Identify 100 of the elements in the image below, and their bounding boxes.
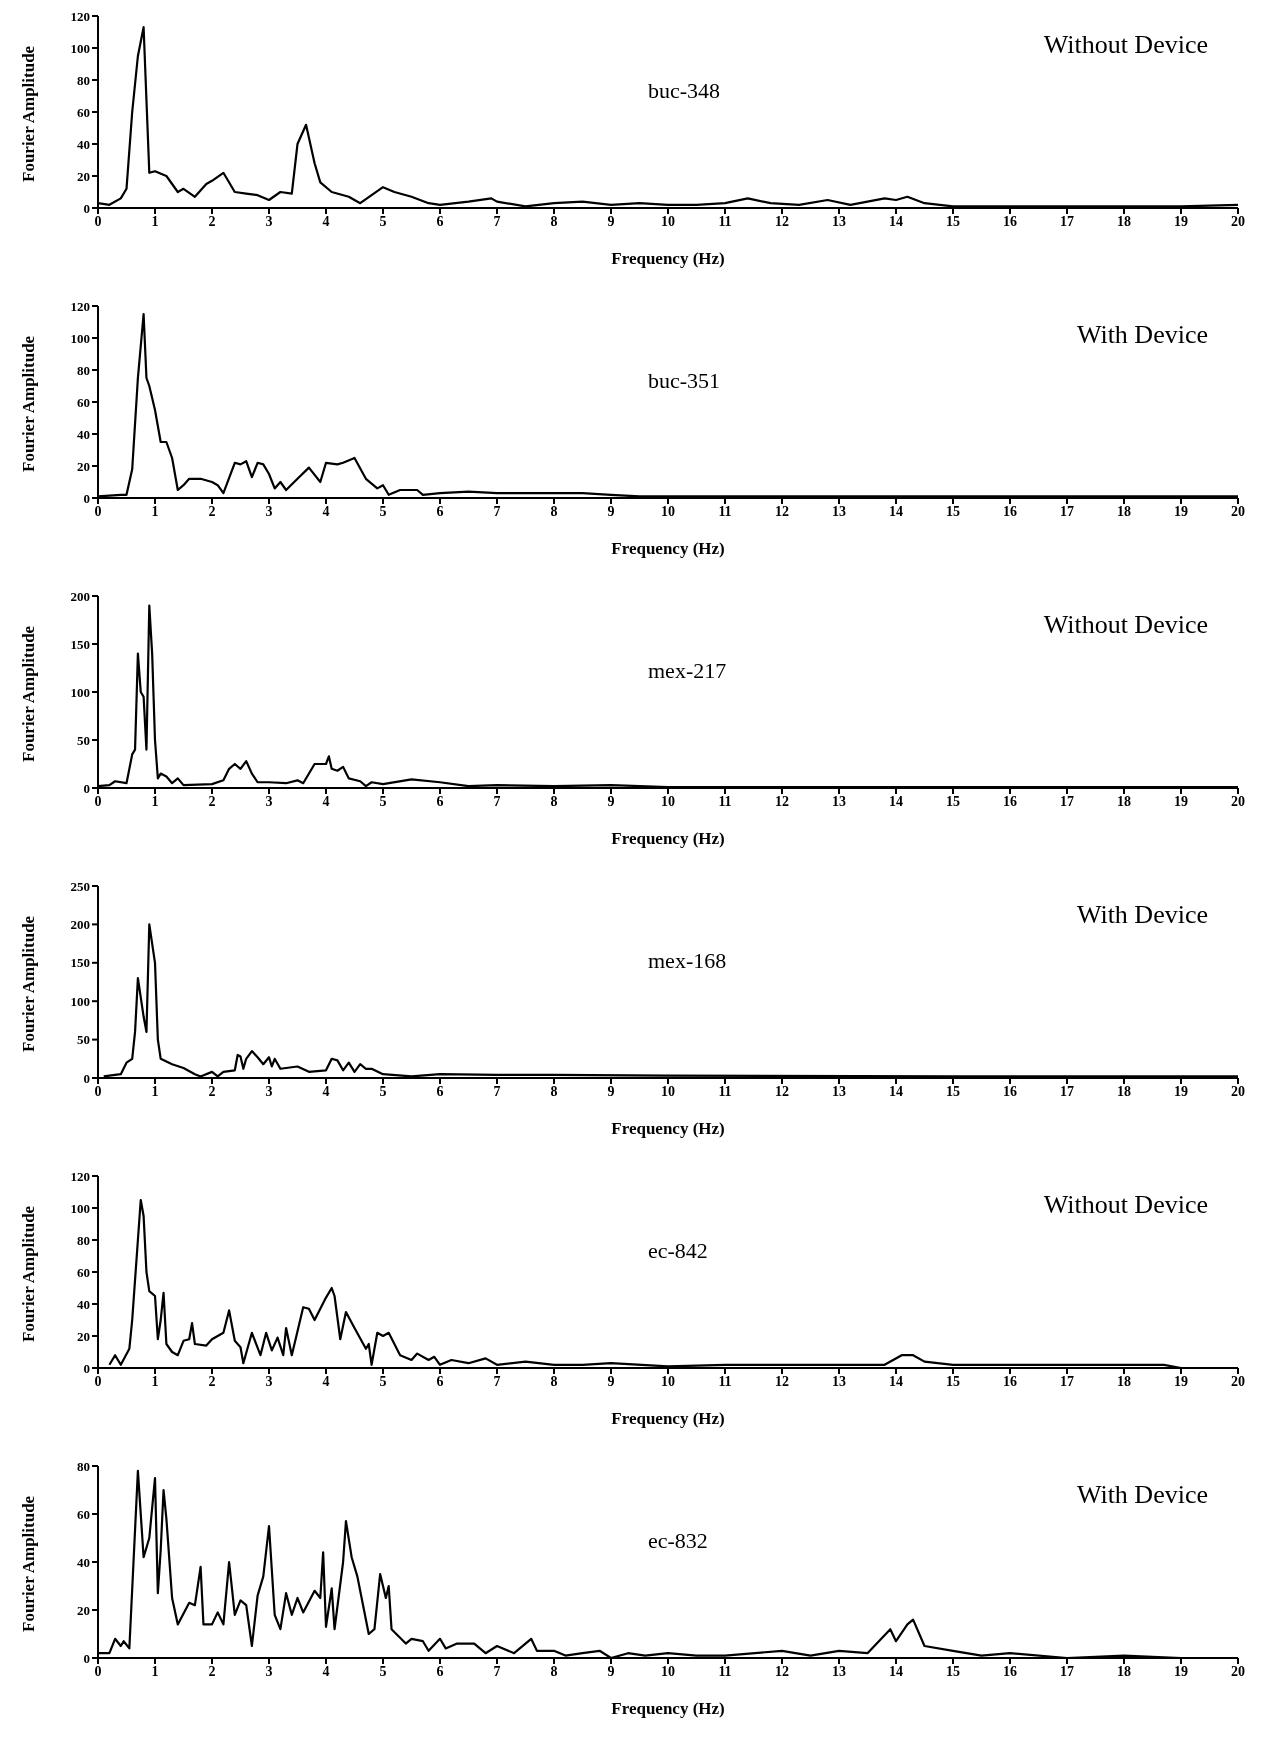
x-tick-label: 1 [151, 213, 159, 229]
x-tick-label: 14 [889, 503, 903, 519]
x-tick-label: 6 [436, 1373, 444, 1389]
x-tick-label: 3 [265, 503, 273, 519]
x-tick-label: 13 [832, 1083, 846, 1099]
x-axis-title: Frequency (Hz) [611, 1699, 725, 1718]
x-tick-label: 11 [718, 1083, 732, 1099]
x-tick-label: 7 [493, 793, 501, 809]
y-tick-label: 50 [77, 732, 90, 748]
x-tick-label: 1 [151, 1663, 159, 1679]
x-tick-label: 10 [661, 213, 675, 229]
x-tick-label: 14 [889, 213, 903, 229]
y-tick-label: 20 [77, 458, 90, 474]
x-tick-label: 6 [436, 213, 444, 229]
x-tick-label: 20 [1231, 1373, 1245, 1389]
x-tick-label: 11 [718, 1663, 732, 1679]
x-tick-label: 8 [550, 793, 558, 809]
annotation: ec-842 [648, 1238, 708, 1264]
x-tick-label: 2 [208, 213, 216, 229]
y-tick-label: 60 [77, 1506, 90, 1522]
x-tick-label: 19 [1174, 1373, 1188, 1389]
x-tick-label: 10 [661, 793, 675, 809]
x-tick-label: 16 [1003, 1663, 1017, 1679]
y-tick-label: 0 [83, 1650, 90, 1666]
x-axis-title: Frequency (Hz) [611, 829, 725, 848]
y-tick-label: 120 [70, 298, 90, 314]
x-axis-title: Frequency (Hz) [611, 1119, 725, 1138]
y-tick-label: 20 [77, 1328, 90, 1344]
x-tick-label: 16 [1003, 213, 1017, 229]
x-tick-label: 17 [1060, 503, 1074, 519]
x-tick-label: 6 [436, 503, 444, 519]
x-tick-label: 8 [550, 213, 558, 229]
x-tick-label: 9 [607, 213, 615, 229]
y-tick-label: 40 [77, 1296, 90, 1312]
y-tick-label: 150 [70, 955, 90, 971]
y-tick-label: 80 [77, 1232, 90, 1248]
x-tick-label: 2 [208, 793, 216, 809]
annotation: Without Device [1043, 1190, 1208, 1220]
y-tick-label: 100 [70, 1200, 90, 1216]
y-tick-label: 60 [77, 104, 90, 120]
x-tick-label: 10 [661, 1663, 675, 1679]
x-tick-label: 15 [946, 793, 960, 809]
x-tick-label: 2 [208, 503, 216, 519]
x-tick-label: 5 [379, 1373, 387, 1389]
x-tick-label: 5 [379, 213, 387, 229]
y-axis-title: Fourier Amplitude [19, 915, 39, 1052]
y-axis-title: Fourier Amplitude [19, 45, 39, 182]
x-tick-label: 3 [265, 1373, 273, 1389]
annotation: mex-168 [648, 948, 727, 974]
x-tick-label: 0 [94, 793, 102, 809]
annotation: buc-351 [648, 368, 721, 394]
x-axis-title: Frequency (Hz) [611, 539, 725, 558]
x-tick-label: 14 [889, 1373, 903, 1389]
x-tick-label: 15 [946, 1083, 960, 1099]
x-tick-label: 11 [718, 213, 732, 229]
x-tick-label: 14 [889, 1083, 903, 1099]
x-tick-label: 19 [1174, 1663, 1188, 1679]
x-tick-label: 12 [775, 1373, 789, 1389]
x-tick-label: 4 [322, 213, 330, 229]
x-tick-label: 19 [1174, 503, 1188, 519]
x-tick-label: 17 [1060, 213, 1074, 229]
y-tick-label: 80 [77, 362, 90, 378]
x-tick-label: 13 [832, 793, 846, 809]
annotation: With Device [1076, 320, 1208, 350]
x-tick-label: 4 [322, 503, 330, 519]
x-tick-label: 11 [718, 1373, 732, 1389]
annotation: mex-217 [648, 658, 727, 684]
y-tick-label: 100 [70, 330, 90, 346]
y-axis-title: Fourier Amplitude [19, 1205, 39, 1342]
y-tick-label: 100 [70, 40, 90, 56]
x-tick-label: 8 [550, 1373, 558, 1389]
x-tick-label: 5 [379, 793, 387, 809]
x-tick-label: 5 [379, 503, 387, 519]
x-tick-label: 1 [151, 793, 159, 809]
x-tick-label: 18 [1117, 1663, 1131, 1679]
y-tick-label: 250 [70, 878, 90, 894]
y-tick-label: 200 [70, 588, 90, 604]
x-tick-label: 14 [889, 793, 903, 809]
x-tick-label: 18 [1117, 1083, 1131, 1099]
x-tick-label: 12 [775, 1663, 789, 1679]
x-tick-label: 20 [1231, 793, 1245, 809]
x-tick-label: 2 [208, 1083, 216, 1099]
x-tick-label: 3 [265, 1083, 273, 1099]
x-tick-label: 20 [1231, 503, 1245, 519]
x-tick-label: 20 [1231, 1663, 1245, 1679]
x-tick-label: 16 [1003, 503, 1017, 519]
y-tick-label: 20 [77, 168, 90, 184]
x-tick-label: 17 [1060, 1373, 1074, 1389]
x-tick-label: 20 [1231, 1083, 1245, 1099]
x-tick-label: 9 [607, 1373, 615, 1389]
y-tick-label: 20 [77, 1602, 90, 1618]
x-tick-label: 5 [379, 1083, 387, 1099]
x-tick-label: 1 [151, 1083, 159, 1099]
x-axis-title: Frequency (Hz) [611, 249, 725, 268]
y-tick-label: 100 [70, 684, 90, 700]
x-tick-label: 2 [208, 1663, 216, 1679]
x-tick-label: 17 [1060, 1663, 1074, 1679]
x-tick-label: 13 [832, 503, 846, 519]
y-axis-title: Fourier Amplitude [19, 625, 39, 762]
x-tick-label: 3 [265, 1663, 273, 1679]
